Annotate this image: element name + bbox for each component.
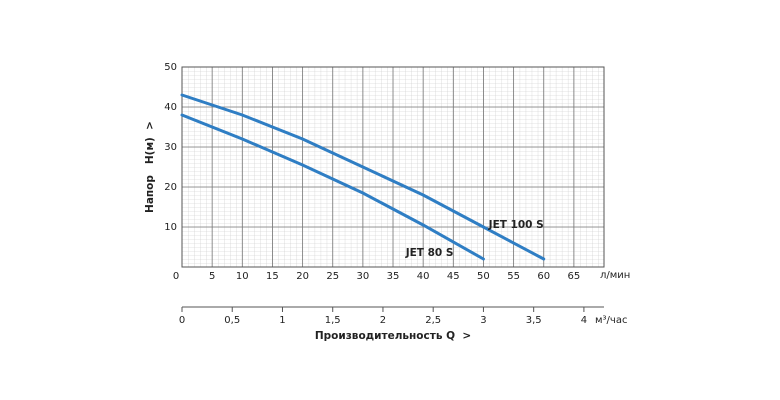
x2-tick-label: 0,5 <box>224 315 240 326</box>
y-tick-label: 30 <box>164 142 177 153</box>
x2-tick-label: 0 <box>179 315 185 326</box>
plot-frame <box>181 66 605 268</box>
x-tick-label: 60 <box>537 271 550 282</box>
x-unit: л/мин <box>600 270 630 281</box>
x2-tick-label: 2,5 <box>425 315 441 326</box>
x2-tick-label: 4 <box>581 315 587 326</box>
x-tick-label: 30 <box>356 271 369 282</box>
x-tick-label: 65 <box>567 271 580 282</box>
x-tick-label: 35 <box>387 271 400 282</box>
x2-tick-label: 2 <box>380 315 386 326</box>
y-tick-label: 40 <box>164 102 177 113</box>
series-label: JET 100 S <box>488 219 544 231</box>
x2-axis-label: Производительность Q > <box>315 330 471 342</box>
x2-tick-label: 1,5 <box>325 315 341 326</box>
x-tick-label: 55 <box>507 271 520 282</box>
x-tick-label: 10 <box>236 271 249 282</box>
series-line <box>180 93 546 261</box>
x2-tick-label: 1 <box>279 315 285 326</box>
x-tick-label: 20 <box>296 271 309 282</box>
series-line <box>180 113 485 261</box>
x-tick-label: 45 <box>447 271 460 282</box>
y-tick-label: 50 <box>164 62 177 73</box>
x-tick-label: 0 <box>173 271 179 282</box>
x-tick-label: 25 <box>326 271 339 282</box>
x-tick-label: 15 <box>266 271 279 282</box>
x2-tick-label: 3 <box>480 315 486 326</box>
series-label: JET 80 S <box>405 247 454 259</box>
y-tick-label: 20 <box>164 182 177 193</box>
x2-unit: м³/час <box>595 315 627 326</box>
y-axis-label: Напор H(м) > <box>144 121 156 213</box>
x-tick-label: 50 <box>477 271 490 282</box>
x-tick-label: 5 <box>209 271 215 282</box>
x2-tick-label: 3,5 <box>526 315 542 326</box>
y-tick-label: 10 <box>164 222 177 233</box>
x-tick-label: 40 <box>417 271 430 282</box>
